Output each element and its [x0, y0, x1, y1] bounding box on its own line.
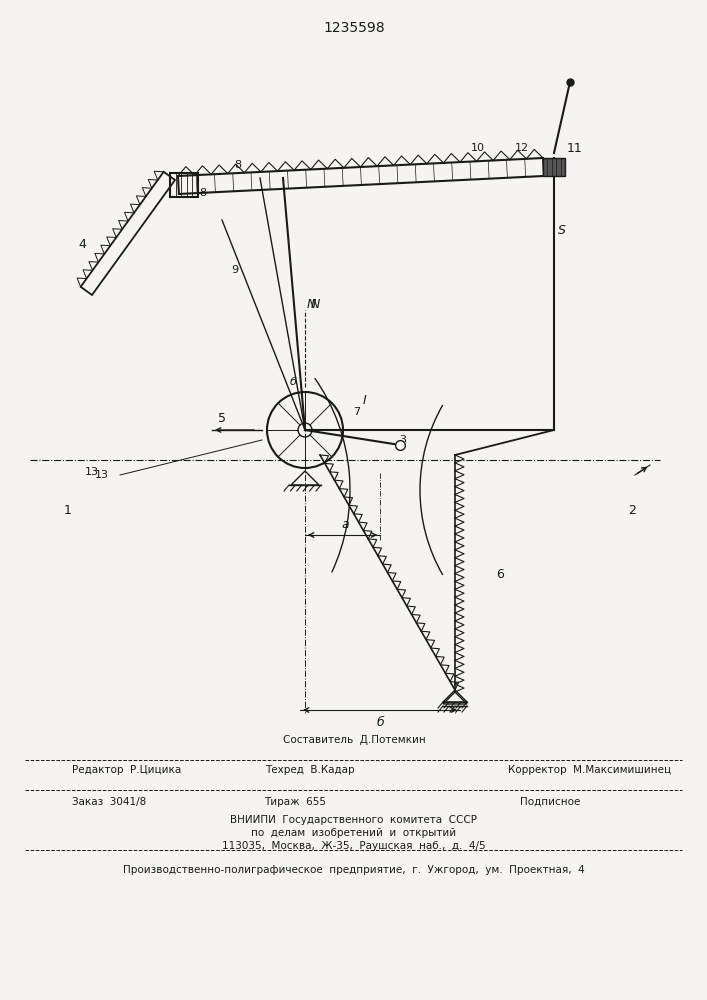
Text: a: a	[341, 518, 349, 532]
Text: б: б	[376, 716, 384, 728]
Text: 1235598: 1235598	[323, 21, 385, 35]
Text: Техред  В.Кадар: Техред В.Кадар	[265, 765, 355, 775]
Text: ВНИИПИ  Государственного  комитета  СССР: ВНИИПИ Государственного комитета СССР	[230, 815, 477, 825]
Text: 3: 3	[399, 435, 407, 445]
Text: 11: 11	[567, 141, 583, 154]
Text: 8: 8	[235, 160, 242, 170]
Text: 113035,  Москва,  Ж-35,  Раушская  наб.,  д.  4/5: 113035, Москва, Ж-35, Раушская наб., д. …	[222, 841, 486, 851]
Text: Составитель  Д.Потемкин: Составитель Д.Потемкин	[283, 735, 426, 745]
Text: Корректор  М.Максимишинец: Корректор М.Максимишинец	[508, 765, 672, 775]
Text: Подписное: Подписное	[520, 797, 580, 807]
Text: по  делам  изобретений  и  открытий: по делам изобретений и открытий	[252, 828, 457, 838]
Text: 7: 7	[354, 407, 361, 417]
Text: Производственно-полиграфическое  предприятие,  г.  Ужгород,  ум.  Проектная,  4: Производственно-полиграфическое предприя…	[123, 865, 585, 875]
Text: 12: 12	[515, 143, 529, 153]
Text: I: I	[363, 393, 367, 406]
Text: N: N	[311, 298, 320, 312]
Text: N: N	[306, 298, 316, 312]
Text: Редактор  Р.Цицика: Редактор Р.Цицика	[72, 765, 181, 775]
Text: 8: 8	[199, 188, 206, 198]
Text: 9: 9	[231, 265, 238, 275]
Text: 5: 5	[218, 412, 226, 424]
Text: б: б	[290, 377, 296, 387]
Text: 1: 1	[64, 504, 72, 516]
Text: 10: 10	[471, 143, 485, 153]
Bar	[170, 173, 198, 197]
Text: 4: 4	[78, 238, 86, 251]
Text: 6: 6	[496, 568, 504, 582]
Bar	[543, 158, 565, 176]
Text: S: S	[558, 224, 566, 236]
Text: 13: 13	[95, 470, 109, 480]
Text: 13: 13	[85, 467, 99, 477]
Text: Тираж  655: Тираж 655	[264, 797, 326, 807]
Text: Заказ  3041/8: Заказ 3041/8	[72, 797, 146, 807]
Text: 2: 2	[628, 504, 636, 516]
